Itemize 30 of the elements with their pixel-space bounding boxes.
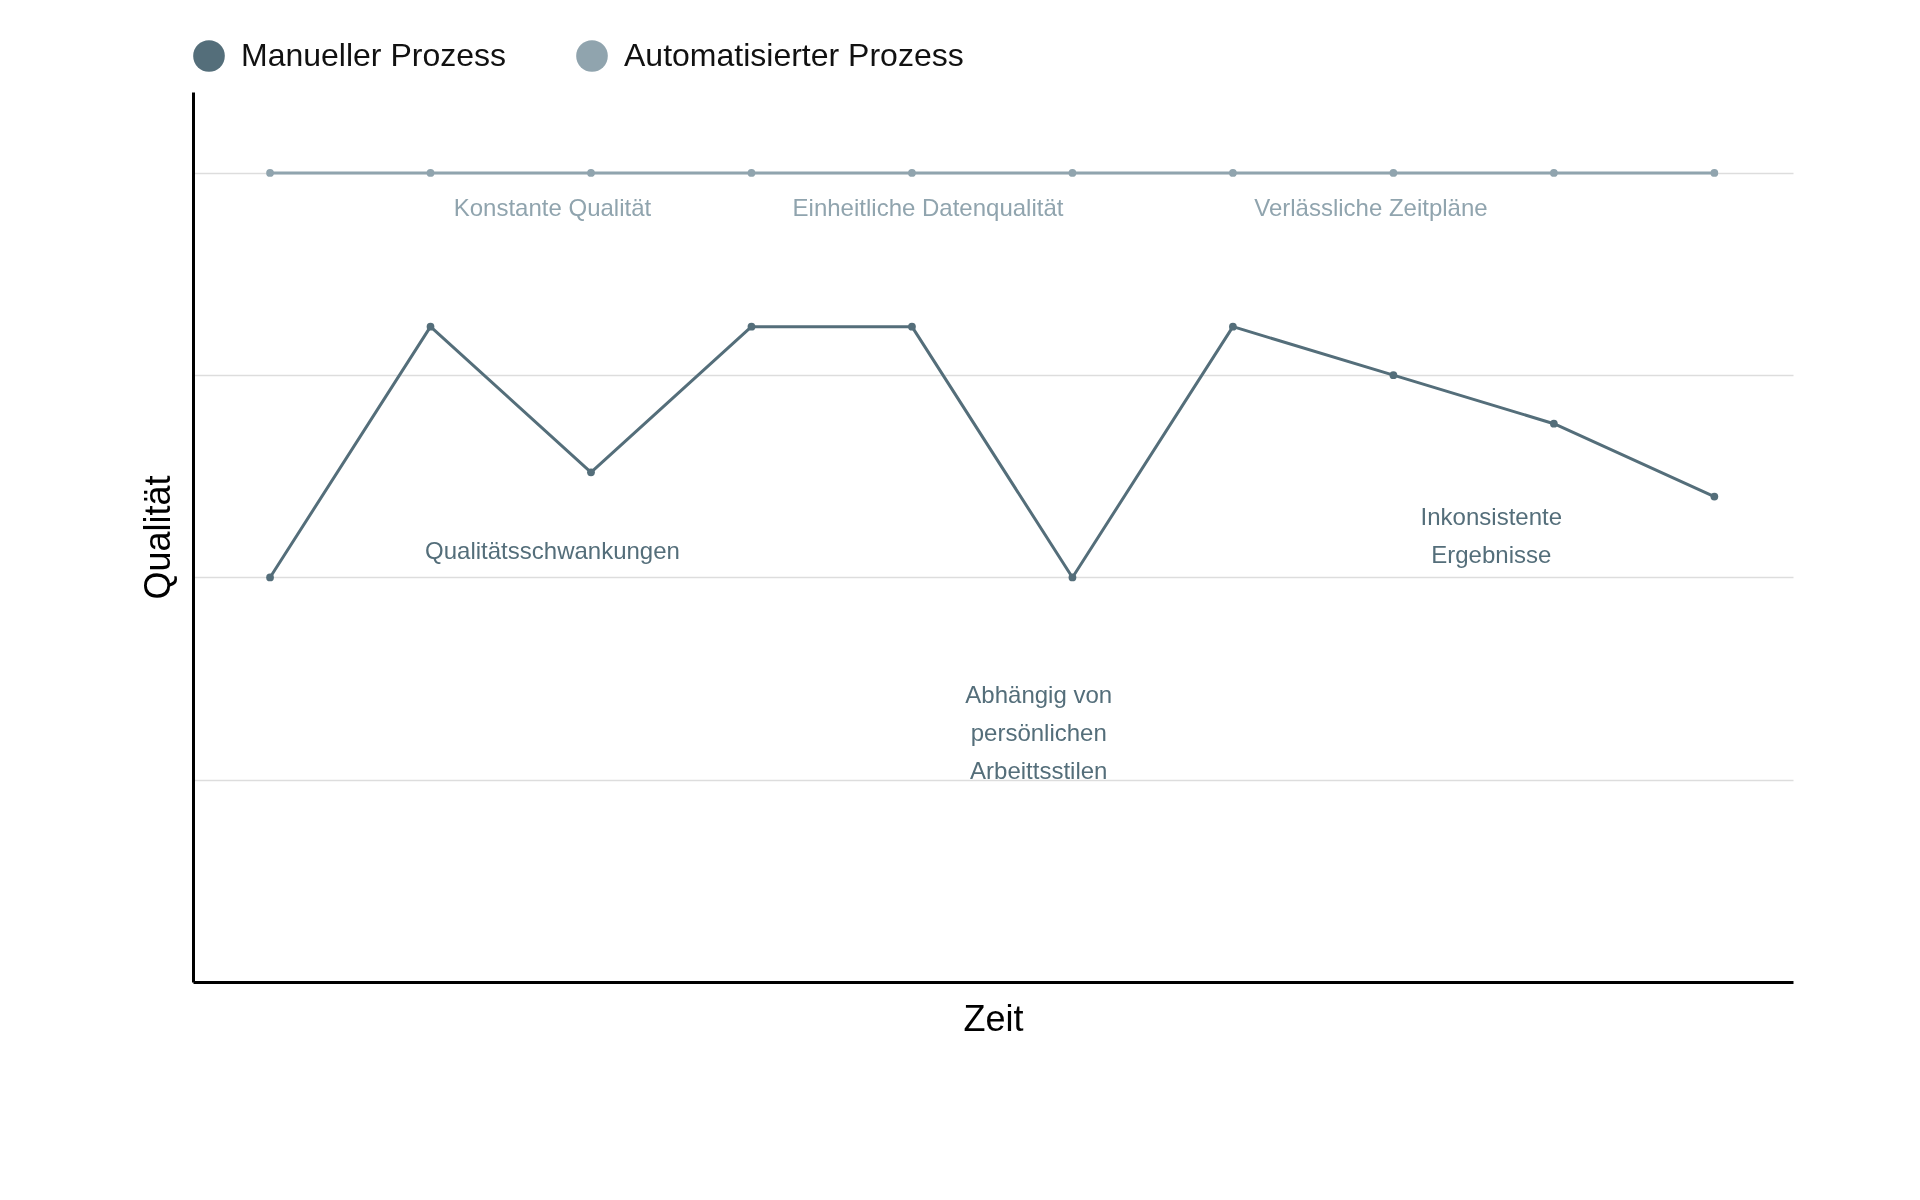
x-axis-title: Zeit bbox=[963, 997, 1024, 1039]
annotation: Qualitätsschwankungen bbox=[425, 537, 680, 565]
point bbox=[908, 169, 916, 177]
point bbox=[747, 169, 756, 177]
y-axis-title: Qualität bbox=[136, 475, 178, 600]
point bbox=[908, 322, 916, 331]
point bbox=[747, 322, 756, 331]
annotation: Verlässliche Zeitpläne bbox=[1254, 193, 1488, 221]
point bbox=[1068, 573, 1077, 582]
point bbox=[1389, 169, 1398, 177]
point bbox=[1710, 492, 1719, 501]
point bbox=[1229, 322, 1237, 331]
point bbox=[426, 169, 435, 177]
point bbox=[587, 468, 595, 477]
annotation: Konstante Qualität bbox=[453, 193, 652, 221]
point bbox=[1710, 169, 1719, 177]
point bbox=[426, 322, 435, 331]
point bbox=[1550, 419, 1558, 428]
point bbox=[266, 573, 274, 582]
annotation: Einheitliche Datenqualität bbox=[792, 193, 1064, 221]
legend-label: Automatisierter Prozess bbox=[624, 37, 964, 73]
point bbox=[1229, 169, 1237, 177]
point bbox=[587, 169, 595, 177]
point bbox=[1389, 371, 1398, 380]
annotation: Inkonsistente Ergebnisse bbox=[1420, 503, 1563, 569]
legend-label: Manueller Prozess bbox=[241, 37, 506, 73]
point bbox=[1068, 169, 1077, 177]
point bbox=[1550, 169, 1558, 177]
point bbox=[266, 169, 274, 177]
annotation: Abhängig von persönlichen Arbeittsstilen bbox=[965, 680, 1113, 784]
